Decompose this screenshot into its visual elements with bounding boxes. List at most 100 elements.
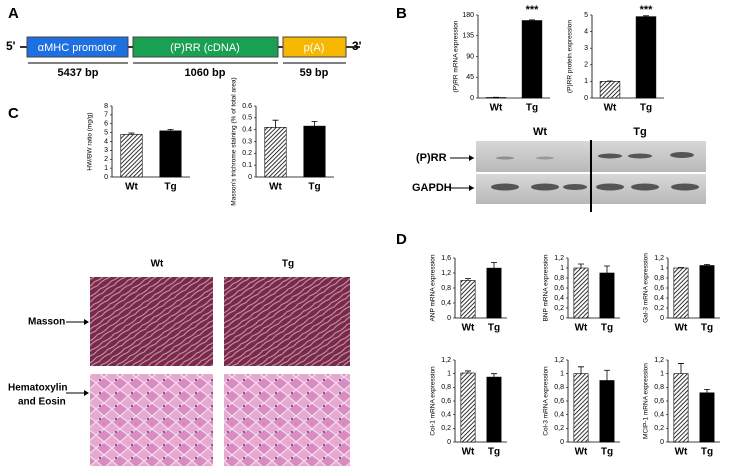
end-label: 3' xyxy=(352,39,362,53)
y-axis-label: (P)RR mRNA expression xyxy=(453,20,460,92)
y-tick-label: 180 xyxy=(462,12,474,19)
bar xyxy=(673,267,689,319)
y-tick-label: 0 xyxy=(560,439,564,446)
bar xyxy=(699,392,715,443)
error-bar xyxy=(604,265,610,273)
y-tick-label: 0.1 xyxy=(242,162,252,169)
bar xyxy=(264,127,287,178)
y-axis-label: (P)RR protein expression xyxy=(567,20,574,93)
western-blot: Wt Tg (P)RR GAPDH xyxy=(412,126,706,212)
y-tick-label: 135 xyxy=(462,33,474,40)
x-tick-label: Tg xyxy=(640,103,652,114)
x-tick-label: Wt xyxy=(675,447,688,458)
micrograph xyxy=(90,277,213,366)
error-bar xyxy=(643,15,649,17)
y-tick-label: 2 xyxy=(104,156,108,163)
y-axis-label: MCIP-1 mRNA expression xyxy=(643,363,650,439)
bar xyxy=(159,130,182,178)
blot-row: GAPDH xyxy=(412,182,452,194)
segment-size: 1060 bp xyxy=(185,67,226,79)
y-tick-label: 1,2 xyxy=(554,255,564,262)
y-tick-label: 1 xyxy=(660,371,664,378)
y-tick-label: 0,4 xyxy=(554,295,564,302)
segment-size: 5437 bp xyxy=(58,67,99,79)
y-tick-label: 0.6 xyxy=(242,103,252,110)
y-tick-label: 0,6 xyxy=(441,398,451,405)
histology-group: Tg xyxy=(282,259,294,270)
panel-label: C xyxy=(8,105,19,122)
x-tick-label: Tg xyxy=(308,182,320,193)
y-tick-label: 5 xyxy=(584,12,588,19)
panel-label: B xyxy=(396,5,407,22)
y-tick-label: 1 xyxy=(447,371,451,378)
segment xyxy=(282,36,347,58)
error-bar xyxy=(529,19,535,21)
bar xyxy=(599,380,615,443)
y-tick-label: 2 xyxy=(584,62,588,69)
x-tick-label: Wt xyxy=(490,103,503,114)
bar xyxy=(460,280,476,319)
y-tick-label: 0,6 xyxy=(554,285,564,292)
y-tick-label: 0,2 xyxy=(441,425,451,432)
y-tick-label: 0,6 xyxy=(654,398,664,405)
y-tick-label: 0,8 xyxy=(654,275,664,282)
bar xyxy=(120,134,143,178)
x-tick-label: Wt xyxy=(675,323,688,334)
y-tick-label: 1 xyxy=(660,265,664,272)
histology: Wt Tg Masson Hematoxylin and Eosin xyxy=(8,259,350,466)
error-bar xyxy=(678,267,684,268)
x-tick-label: Wt xyxy=(462,447,475,458)
y-axis-label: HW/BW ratio (mg/g) xyxy=(87,112,94,170)
y-tick-label: 1 xyxy=(104,165,108,172)
y-tick-label: 0,2 xyxy=(654,425,664,432)
annotation: *** xyxy=(640,4,654,16)
y-tick-label: 0 xyxy=(104,174,108,181)
y-tick-label: 0.4 xyxy=(242,127,252,134)
bar xyxy=(486,267,502,319)
x-tick-label: Tg xyxy=(526,103,538,114)
y-tick-label: 0 xyxy=(660,439,664,446)
bar xyxy=(573,267,589,319)
histology-group: Wt xyxy=(151,259,164,270)
y-tick-label: 1,2 xyxy=(654,255,664,262)
error-bar xyxy=(128,132,135,135)
y-tick-label: 1 xyxy=(584,78,588,85)
histology-row: and Eosin xyxy=(18,397,66,408)
segment-label: (P)RR (cDNA) xyxy=(170,42,240,54)
y-tick-label: 8 xyxy=(104,103,108,110)
y-tick-label: 6 xyxy=(104,121,108,128)
y-tick-label: 7 xyxy=(104,112,108,119)
y-tick-label: 0.2 xyxy=(242,150,252,157)
y-tick-label: 0,4 xyxy=(441,300,451,307)
y-axis-label: Gal-3 mRNA expression xyxy=(643,253,650,323)
y-tick-label: 90 xyxy=(466,53,474,60)
y-tick-label: 0,4 xyxy=(441,412,451,419)
bar xyxy=(303,125,326,178)
y-tick-label: 0,6 xyxy=(654,285,664,292)
panel-label: D xyxy=(396,231,407,248)
error-bar xyxy=(465,278,471,281)
arrow-head xyxy=(469,185,474,191)
y-tick-label: 1 xyxy=(560,265,564,272)
y-tick-label: 4 xyxy=(104,138,108,145)
y-tick-label: 0,4 xyxy=(554,412,564,419)
error-bar xyxy=(491,373,497,378)
y-tick-label: 0,2 xyxy=(554,425,564,432)
error-bar xyxy=(311,120,318,127)
y-tick-label: 5 xyxy=(104,129,108,136)
y-tick-label: 1,2 xyxy=(654,357,664,364)
y-tick-label: 0,4 xyxy=(654,295,664,302)
y-tick-label: 1 xyxy=(560,371,564,378)
histology-row: Hematoxylin xyxy=(8,383,67,394)
y-axis-label: Col-3 mRNA expression xyxy=(543,366,550,436)
bar xyxy=(486,376,502,443)
error-bar xyxy=(704,264,710,266)
panel-labels: A B C D xyxy=(8,5,407,248)
bar xyxy=(599,272,615,319)
segment xyxy=(26,36,129,58)
y-axis-label: Masson's trichrome staining (% of total … xyxy=(231,77,238,205)
x-tick-label: Tg xyxy=(488,323,500,334)
y-tick-label: 0,8 xyxy=(554,384,564,391)
y-tick-label: 0,8 xyxy=(654,384,664,391)
